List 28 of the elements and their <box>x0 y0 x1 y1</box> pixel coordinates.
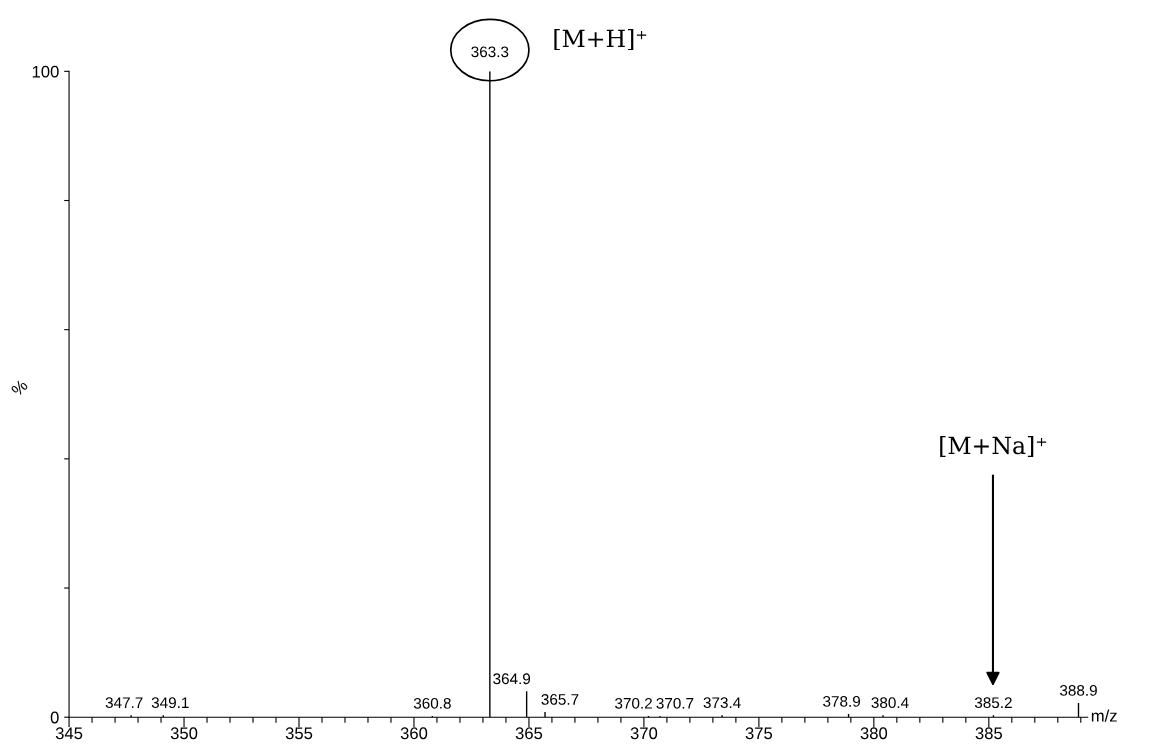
annotation: 365.7 <box>541 694 579 705</box>
annotation: [M+H]⁺ <box>554 29 647 51</box>
x-tick-label: 355 <box>285 727 313 740</box>
x-tick-label: 365 <box>515 727 543 740</box>
annotation: 385.2 <box>974 697 1012 709</box>
x-axis-title: m/z <box>1091 709 1117 722</box>
annotation: 388.9 <box>1059 684 1097 696</box>
x-tick-label: 350 <box>170 727 198 740</box>
y-tick-label: 0 <box>50 711 59 724</box>
x-tick-label: 380 <box>860 727 888 740</box>
annotation: [M+Na]⁺ <box>940 436 1047 458</box>
y-tick-label: 100 <box>32 65 59 78</box>
annotation: 360.8 <box>413 697 451 709</box>
annotation: 373.4 <box>703 697 741 709</box>
x-tick-label: 370 <box>630 727 658 740</box>
annotation: 349.1 <box>151 697 189 709</box>
x-tick-label: 360 <box>400 727 428 740</box>
annotation: 380.4 <box>871 697 909 709</box>
annotation: 347.7 <box>105 697 143 709</box>
annotation: 378.9 <box>823 695 861 707</box>
annotation: 364.9 <box>493 673 531 685</box>
y-axis-title: % <box>10 378 29 397</box>
x-tick-label: 385 <box>975 727 1003 740</box>
x-tick-label: 375 <box>745 727 773 740</box>
annotation: 370.7 <box>656 697 694 709</box>
annotation: 363.3 <box>471 46 509 58</box>
x-tick-label: 345 <box>55 727 83 740</box>
annotation: 370.2 <box>615 697 652 709</box>
